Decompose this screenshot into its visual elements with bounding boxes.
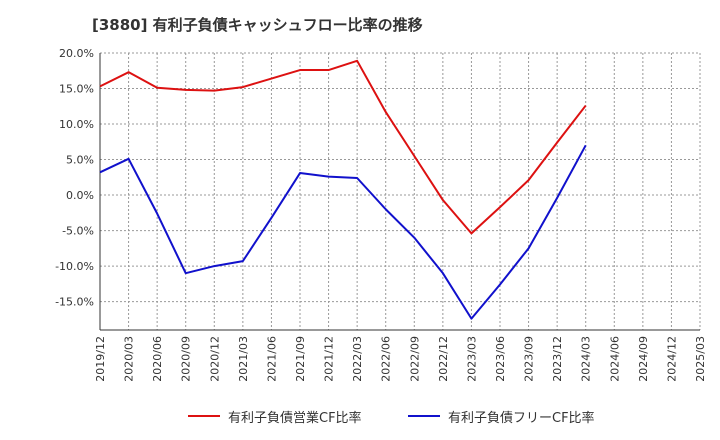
legend: 有利子負債営業CF比率 有利子負債フリーCF比率 bbox=[0, 404, 720, 428]
legend-swatch-free-cf bbox=[408, 415, 440, 417]
series-line-0 bbox=[99, 59, 587, 235]
x-tick-label: 2021/12 bbox=[323, 336, 336, 382]
x-tick-label: 2023/09 bbox=[523, 336, 536, 382]
y-tick-label: -15.0% bbox=[55, 296, 94, 309]
x-tick-label: 2024/12 bbox=[665, 336, 678, 382]
series-line-1 bbox=[99, 144, 587, 320]
x-tick-label: 2020/06 bbox=[151, 336, 164, 382]
y-tick-label: 15.0% bbox=[59, 83, 94, 96]
x-tick-label: 2019/12 bbox=[94, 336, 107, 382]
x-tick-label: 2020/03 bbox=[123, 336, 136, 382]
x-tick-label: 2024/03 bbox=[580, 336, 593, 382]
x-tick-label: 2025/03 bbox=[694, 336, 707, 382]
chart-title: [3880] 有利子負債キャッシュフロー比率の推移 bbox=[92, 16, 423, 34]
legend-item-free-cf: 有利子負債フリーCF比率 bbox=[408, 404, 595, 428]
legend-label-free-cf: 有利子負債フリーCF比率 bbox=[448, 410, 595, 426]
x-tick-label: 2021/06 bbox=[265, 336, 278, 382]
x-tick-label: 2022/12 bbox=[437, 336, 450, 382]
y-tick-label: 5.0% bbox=[66, 154, 94, 167]
x-tick-label: 2024/06 bbox=[608, 336, 621, 382]
y-tick-label: 10.0% bbox=[59, 118, 94, 131]
plot-area bbox=[100, 53, 700, 330]
x-tick-label: 2021/09 bbox=[294, 336, 307, 382]
x-tick-label: 2024/09 bbox=[637, 336, 650, 382]
legend-label-operating-cf: 有利子負債営業CF比率 bbox=[228, 410, 362, 426]
x-tick-label: 2023/06 bbox=[494, 336, 507, 382]
legend-item-operating-cf: 有利子負債営業CF比率 bbox=[188, 404, 362, 428]
y-tick-label: -10.0% bbox=[55, 260, 94, 273]
x-tick-label: 2020/12 bbox=[208, 336, 221, 382]
x-tick-label: 2022/06 bbox=[380, 336, 393, 382]
y-tick-label: -5.0% bbox=[62, 225, 94, 238]
y-tick-label: 0.0% bbox=[66, 189, 94, 202]
x-tick-label: 2022/03 bbox=[351, 336, 364, 382]
x-tick-label: 2021/03 bbox=[237, 336, 250, 382]
x-tick-label: 2023/03 bbox=[465, 336, 478, 382]
x-tick-label: 2020/09 bbox=[180, 336, 193, 382]
legend-swatch-operating-cf bbox=[188, 415, 220, 417]
x-tick-label: 2023/12 bbox=[551, 336, 564, 382]
x-tick-label: 2022/09 bbox=[408, 336, 421, 382]
y-tick-label: 20.0% bbox=[59, 47, 94, 60]
